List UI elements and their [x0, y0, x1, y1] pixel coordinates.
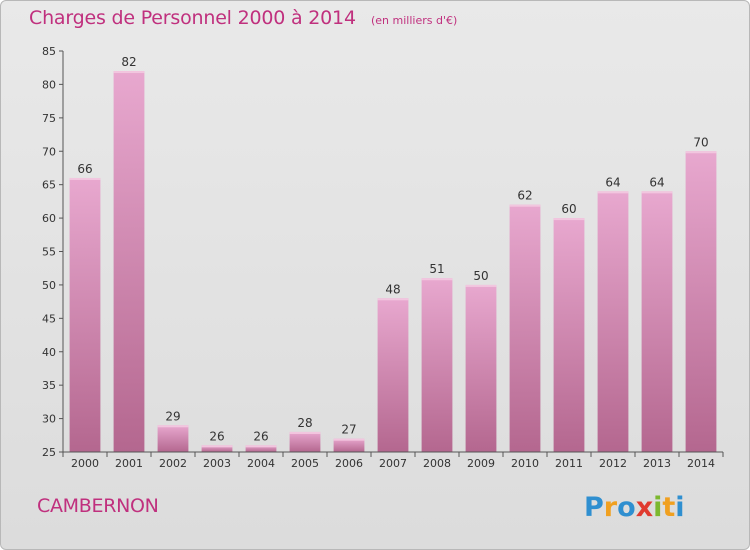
- x-tick-label: 2005: [291, 457, 319, 470]
- bar-value-label: 48: [385, 282, 400, 296]
- bar-2002: [157, 425, 189, 452]
- bar-top-highlight: [465, 284, 497, 287]
- bar-value-label: 50: [473, 269, 488, 283]
- bar-2006: [333, 438, 365, 452]
- bar-2012: [597, 191, 629, 452]
- bar-value-label: 51: [429, 262, 444, 276]
- y-tick-label: 30: [42, 413, 56, 426]
- y-tick-label: 85: [42, 45, 56, 58]
- proxiti-logo-text: Proxiti: [584, 492, 685, 523]
- x-tick-label: 2004: [247, 457, 275, 470]
- bar-value-label: 29: [165, 409, 180, 423]
- bar-2004: [245, 445, 277, 452]
- y-tick-label: 75: [42, 112, 56, 125]
- bar-value-label: 26: [209, 429, 224, 443]
- bar-top-highlight: [641, 191, 673, 194]
- bar-2013: [641, 191, 673, 452]
- proxiti-logo: Proxiti: [584, 492, 685, 523]
- y-tick-label: 80: [42, 78, 56, 91]
- x-tick-label: 2000: [71, 457, 99, 470]
- bar-value-label: 64: [605, 175, 620, 189]
- bar-top-highlight: [333, 438, 365, 441]
- bar-2009: [465, 284, 497, 452]
- bar-2001: [113, 71, 145, 453]
- bar-2008: [421, 278, 453, 452]
- bar-top-highlight: [377, 298, 409, 301]
- bar-value-label: 66: [77, 162, 92, 176]
- x-axis: 2000 2001 2002 2003 2004 2005 2006 2007 2008 2009…: [62, 451, 724, 470]
- bar-top-highlight: [597, 191, 629, 194]
- y-tick-label: 65: [42, 179, 56, 192]
- bar-top-highlight: [553, 218, 585, 221]
- bar-value-label: 64: [649, 175, 664, 189]
- bar-2003: [201, 445, 233, 452]
- bar-2011: [553, 218, 585, 452]
- y-tick-label: 70: [42, 145, 56, 158]
- x-tick-label: 2014: [687, 457, 715, 470]
- x-tick-label: 2012: [599, 457, 627, 470]
- bar-2000: [69, 177, 101, 452]
- bar-value-label: 26: [253, 429, 268, 443]
- bar-top-highlight: [509, 204, 541, 207]
- x-tick-label: 2009: [467, 457, 495, 470]
- commune-name: CAMBERNON: [37, 495, 159, 517]
- bar-2005: [289, 431, 321, 452]
- bar-top-highlight: [157, 425, 189, 428]
- bar-value-label: 28: [297, 416, 312, 430]
- x-tick-label: 2006: [335, 457, 363, 470]
- y-tick-label: 60: [42, 212, 56, 225]
- bar-2007: [377, 298, 409, 452]
- chart-subtitle: (en milliers d'€): [371, 14, 458, 27]
- x-tick-label: 2002: [159, 457, 187, 470]
- bar-chart: 25 30 35 40 45 50 55 60 65 70 75 80 85 66 82 29 26 26 28 2…: [42, 45, 724, 470]
- x-tick-label: 2001: [115, 457, 143, 470]
- bar-2014: [685, 151, 717, 452]
- x-tick-label: 2007: [379, 457, 407, 470]
- x-tick-label: 2011: [555, 457, 583, 470]
- x-tick-label: 2003: [203, 457, 231, 470]
- chart-title: Charges de Personnel 2000 à 2014: [29, 7, 356, 29]
- bar-value-label: 27: [341, 423, 356, 437]
- bar-top-highlight: [69, 177, 101, 180]
- y-tick-label: 40: [42, 346, 56, 359]
- y-tick-label: 25: [42, 446, 56, 459]
- bar-value-label: 70: [693, 135, 708, 149]
- y-tick-label: 55: [42, 246, 56, 259]
- bar-value-label: 62: [517, 189, 532, 203]
- y-tick-label: 35: [42, 379, 56, 392]
- bar-top-highlight: [421, 278, 453, 281]
- bar-2010: [509, 204, 541, 452]
- y-axis: 25 30 35 40 45 50 55 60 65 70 75 80 85: [42, 45, 64, 459]
- y-tick-label: 50: [42, 279, 56, 292]
- bar-top-highlight: [289, 431, 321, 434]
- bar-top-highlight: [113, 71, 145, 74]
- bar-top-highlight: [201, 445, 233, 448]
- bar-value-label: 82: [121, 55, 136, 69]
- y-tick-label: 45: [42, 312, 56, 325]
- x-tick-label: 2010: [511, 457, 539, 470]
- bars: 66 82 29 26 26 28 27 48 51 50 62 60 64 64 70: [69, 55, 717, 453]
- bar-value-label: 60: [561, 202, 576, 216]
- bar-top-highlight: [245, 445, 277, 448]
- bar-top-highlight: [685, 151, 717, 154]
- x-tick-label: 2008: [423, 457, 451, 470]
- x-tick-label: 2013: [643, 457, 671, 470]
